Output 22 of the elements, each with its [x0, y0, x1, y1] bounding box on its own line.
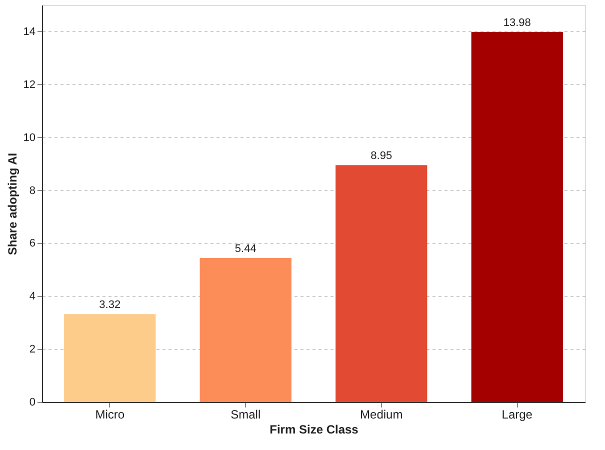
data-label: 8.95 [370, 150, 392, 162]
x-tick-label: Medium [360, 408, 403, 422]
y-tick-label: 4 [29, 290, 36, 303]
y-tick-label: 12 [23, 78, 36, 91]
data-label: 5.44 [234, 243, 256, 256]
x-axis-title: Firm Size Class [270, 422, 359, 436]
bar [336, 165, 428, 402]
bar [471, 32, 563, 402]
data-label: 13.98 [503, 16, 531, 29]
y-tick-label: 2 [29, 344, 36, 356]
bar [200, 258, 292, 402]
y-tick-label: 10 [23, 132, 36, 144]
y-axis-title: Share adopting AI [5, 152, 20, 256]
x-tick-label: Large [502, 408, 533, 422]
bar [64, 314, 156, 402]
y-tick-label: 8 [29, 184, 36, 197]
y-tick-label: 0 [29, 396, 36, 408]
x-tick-label: Small [230, 408, 261, 422]
data-label: 3.32 [99, 299, 121, 312]
y-tick-label: 6 [29, 238, 36, 250]
x-tick-label: Micro [95, 408, 125, 422]
y-tick-label: 14 [23, 26, 36, 38]
